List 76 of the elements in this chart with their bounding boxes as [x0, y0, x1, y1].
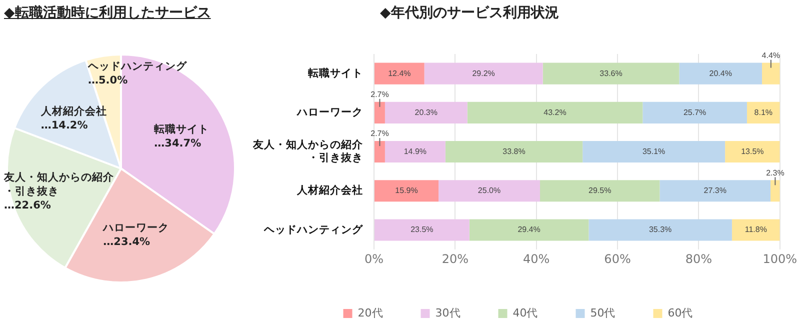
data-label: …5.0%: [88, 74, 128, 87]
bar: [445, 141, 583, 163]
y-tick-label: 転職サイト: [307, 66, 363, 80]
slice-label: 友人・知人からの紹介・引き抜き: [3, 170, 115, 198]
data-label: 15.9%: [395, 186, 418, 196]
y-tick-label: ハローワーク: [296, 106, 363, 118]
y-tick-label: 友人・知人からの紹介・引き抜き: [252, 138, 364, 164]
data-label: …23.4%: [103, 236, 151, 248]
legend-label: 40代: [512, 306, 538, 320]
bar: [642, 102, 747, 124]
bar: [374, 141, 385, 163]
bar: [384, 141, 446, 163]
data-label: 29.4%: [518, 225, 540, 234]
bar: [384, 102, 468, 124]
data-label: 13.5%: [741, 147, 764, 156]
x-tick-label: 60%: [604, 252, 631, 266]
bar: [582, 141, 726, 163]
y-tick-label: 人材紹介会社: [296, 184, 363, 197]
data-label: 8.1%: [754, 108, 773, 117]
data-label: 27.3%: [704, 186, 726, 196]
x-tick-label: 40%: [523, 252, 550, 266]
chart-title: ◆年代別のサービス利用状況: [380, 4, 559, 22]
data-label: 35.3%: [648, 225, 672, 234]
data-label: 2.3%: [766, 168, 784, 178]
legend-label: 30代: [435, 306, 460, 320]
x-tick-label: 100%: [762, 252, 798, 266]
chart-title: ◆転職活動時に利用したサービス: [4, 4, 211, 22]
data-label: 33.6%: [600, 68, 622, 78]
legend-label: 50代: [590, 306, 616, 320]
x-tick-label: 20%: [442, 252, 469, 266]
data-label: 14.9%: [404, 147, 427, 156]
bar: [438, 180, 540, 202]
bar: [725, 141, 780, 163]
bar: [770, 180, 780, 202]
legend-label: 20代: [358, 306, 383, 320]
bar: [746, 102, 780, 124]
legend-label: 60代: [668, 306, 693, 320]
data-label: 29.2%: [472, 68, 495, 78]
x-tick-label: 80%: [685, 252, 712, 266]
data-label: 11.8%: [744, 225, 767, 234]
data-label: 35.1%: [642, 147, 666, 156]
y-tick-label: ヘッドハンティング: [263, 224, 364, 236]
bar: [374, 102, 385, 124]
bar: [374, 219, 470, 241]
bar: [540, 180, 660, 202]
data-label: …22.6%: [4, 200, 52, 212]
bar: [424, 62, 543, 84]
slice-label: ハローワーク: [102, 222, 170, 234]
bar: [374, 62, 424, 84]
data-label: 20.4%: [709, 68, 732, 78]
data-label: 25.7%: [683, 108, 706, 117]
slice-label: ヘッドハンティング: [87, 60, 188, 73]
data-label: 2.7%: [370, 90, 389, 100]
data-label: 12.4%: [388, 68, 411, 78]
bar: [542, 62, 680, 84]
bar: [588, 219, 732, 241]
bar: [469, 219, 589, 241]
data-label: 29.5%: [588, 186, 612, 196]
data-label: 20.3%: [414, 108, 438, 117]
data-label: …34.7%: [154, 138, 202, 150]
data-label: …14.2%: [40, 120, 88, 132]
slice-label: 人材紹介会社: [40, 104, 107, 118]
bar: [732, 219, 780, 241]
bar: [374, 180, 439, 202]
data-label: 33.8%: [502, 147, 526, 156]
slice-label: 転職サイト: [153, 122, 210, 136]
data-label: 4.4%: [762, 51, 780, 60]
x-tick-label: 0%: [364, 252, 384, 266]
bar: [660, 180, 771, 202]
data-label: 23.5%: [410, 225, 434, 234]
bar: [762, 62, 780, 84]
data-label: 25.0%: [478, 186, 501, 196]
data-label: 43.2%: [544, 108, 566, 117]
data-label: 2.7%: [370, 129, 389, 138]
bar: [467, 102, 643, 124]
bar: [679, 62, 762, 84]
